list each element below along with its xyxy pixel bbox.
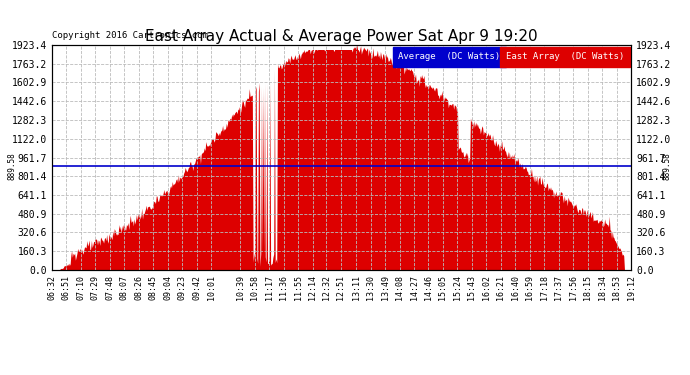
Text: 889.58: 889.58 xyxy=(663,152,672,180)
Text: Copyright 2016 Cartronics.com: Copyright 2016 Cartronics.com xyxy=(52,32,208,40)
Text: 889.58: 889.58 xyxy=(8,152,17,180)
Title: East Array Actual & Average Power Sat Apr 9 19:20: East Array Actual & Average Power Sat Ap… xyxy=(145,29,538,44)
Legend: Average  (DC Watts), East Array  (DC Watts): Average (DC Watts), East Array (DC Watts… xyxy=(393,50,627,64)
